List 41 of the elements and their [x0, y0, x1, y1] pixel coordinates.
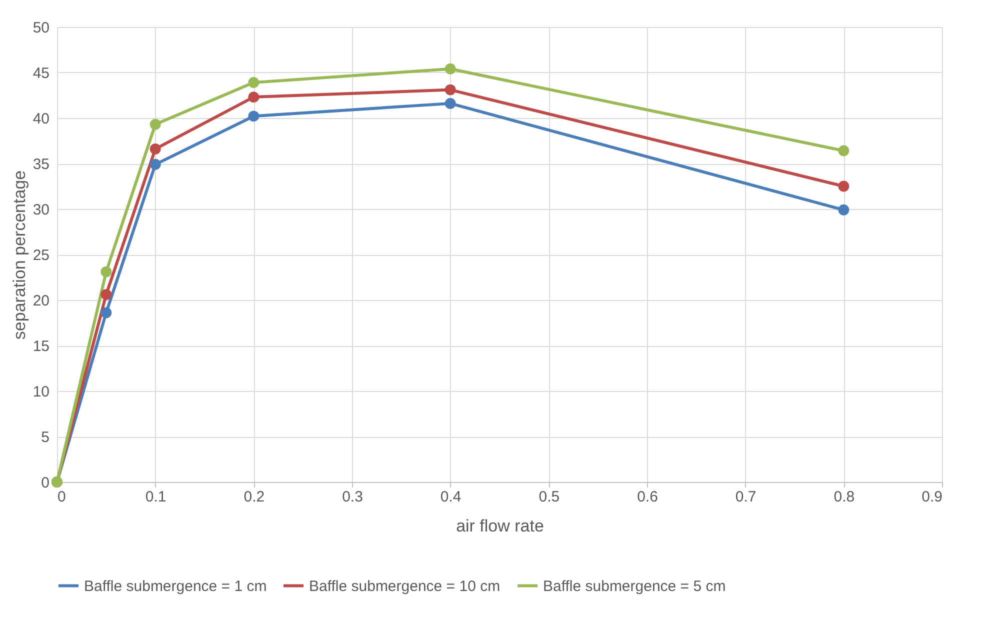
x-tick-label: 0.7 — [735, 488, 756, 506]
y-tick-label: 10 — [32, 384, 50, 400]
x-tick-label: 0.5 — [538, 488, 560, 506]
point — [248, 77, 260, 88]
point — [838, 180, 850, 192]
point — [150, 118, 161, 130]
x-tick-label: 0.1 — [145, 488, 166, 506]
x-tick-label: 0.2 — [244, 488, 265, 506]
y-tick-label: 30 — [32, 202, 50, 218]
y-axis-title: separation percentage — [10, 170, 29, 340]
point — [444, 63, 456, 74]
y-tick-label: 5 — [41, 429, 50, 446]
point — [150, 158, 161, 170]
point — [838, 204, 850, 216]
y-tick-label: 35 — [32, 156, 50, 173]
x-tick-label: 0.6 — [637, 488, 658, 506]
point — [444, 98, 456, 109]
legend-label: Baffle submergence = 1 cm — [84, 578, 267, 595]
point — [838, 145, 850, 156]
y-tick-label: 25 — [32, 247, 50, 264]
x-tick-label: 0.4 — [440, 488, 462, 506]
x-tick-label: 0.3 — [342, 488, 363, 506]
point — [248, 110, 260, 122]
point — [150, 143, 161, 154]
legend-label: Baffle submergence = 5 cm — [543, 578, 726, 595]
y-tick-label: 40 — [32, 110, 50, 128]
y-tick-label: 15 — [32, 338, 50, 355]
point — [248, 92, 260, 103]
y-tick-label: 20 — [32, 292, 50, 310]
point — [100, 307, 112, 318]
x-axis-title: air flow rate — [456, 516, 544, 536]
y-tick-label: 0 — [41, 474, 50, 492]
y-tick-label: 45 — [32, 65, 50, 82]
legend-label: Baffle submergence = 10 cm — [309, 578, 500, 595]
x-tick-label: 0 — [58, 488, 66, 506]
point — [100, 289, 112, 300]
y-tick-label: 50 — [32, 20, 50, 36]
point — [100, 266, 112, 278]
x-tick-label: 0.9 — [922, 488, 942, 506]
x-tick-label: 0.8 — [834, 488, 855, 506]
point — [444, 84, 456, 96]
